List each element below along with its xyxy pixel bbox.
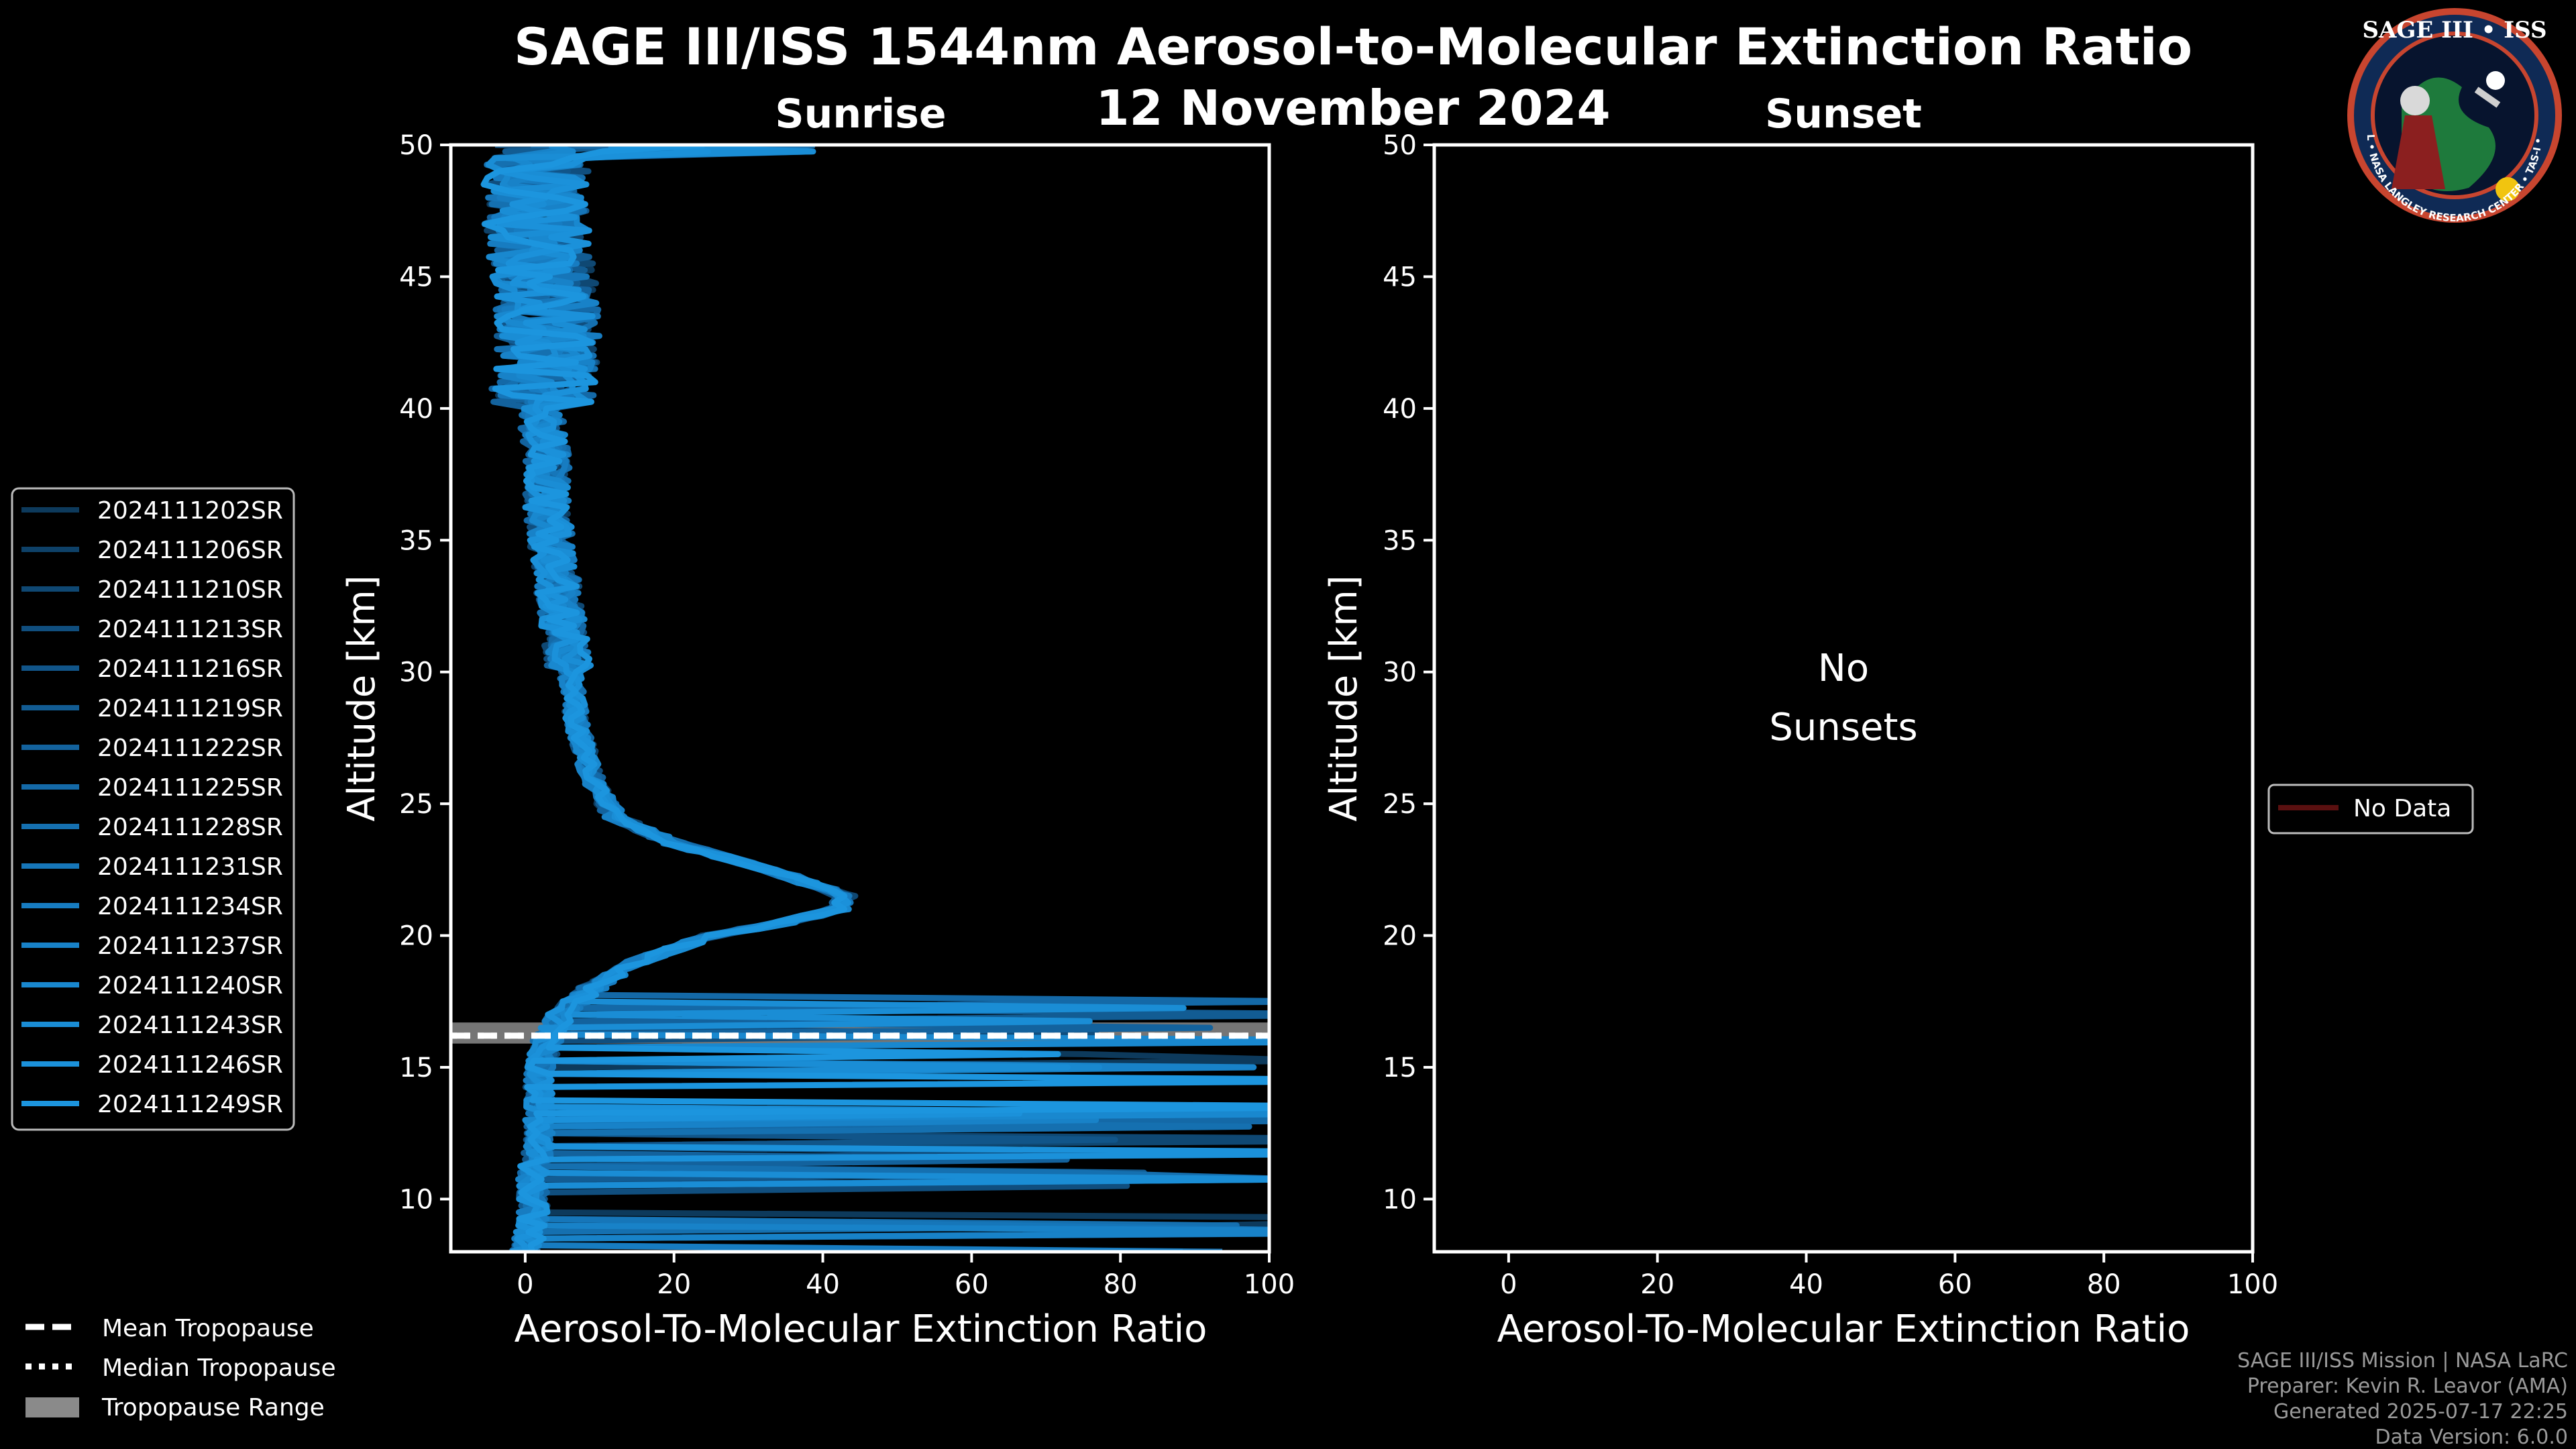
sunset-y-tick-label: 45 xyxy=(1383,262,1417,292)
legend-label-2024111213SR: 2024111213SR xyxy=(97,616,283,643)
legend-label-2024111249SR: 2024111249SR xyxy=(97,1091,283,1118)
median-tropopause-label: Median Tropopause xyxy=(102,1354,336,1382)
profile-line-2024111249SR xyxy=(480,145,1269,1252)
figure-date: 12 November 2024 xyxy=(1095,80,1610,136)
sunrise-y-tick-label: 15 xyxy=(399,1053,433,1083)
legend-label-2024111234SR: 2024111234SR xyxy=(97,893,283,920)
sunrise-legend-box xyxy=(11,487,295,1131)
sunrise-y-axis-label: Altitude [km] xyxy=(340,575,384,821)
sunset-y-axis-label: Altitude [km] xyxy=(1322,575,1366,821)
legend-label-2024111240SR: 2024111240SR xyxy=(97,972,283,1000)
sunset-y-tick-label: 15 xyxy=(1383,1053,1417,1083)
sunset-plot-area xyxy=(1434,145,2253,1252)
sunrise-y-tick-label: 45 xyxy=(399,262,433,292)
sunset-x-tick-label: 100 xyxy=(2227,1269,2278,1300)
sunrise-y-tick-label: 35 xyxy=(399,525,433,556)
footer-mission: SAGE III/ISS Mission | NASA LaRC xyxy=(2237,1349,2568,1373)
sunrise-panel-title: Sunrise xyxy=(775,91,946,138)
sunset-legend: No Data xyxy=(2267,784,2474,835)
sunrise-y-tick-label: 10 xyxy=(399,1184,433,1215)
sunrise-x-tick-label: 100 xyxy=(1244,1269,1295,1300)
no-sunsets-annotation: No Sunsets xyxy=(1769,647,1917,749)
figure-title: SAGE III/ISS 1544nm Aerosol-to-Molecular… xyxy=(514,17,2192,76)
sunrise-plot: 0 20 40 60 80 100 10 15 20 25 30 35 40 45 50 Aerosol-T… xyxy=(340,130,1295,1351)
logo-space-station xyxy=(2474,87,2501,108)
legend-label-2024111202SR: 2024111202SR xyxy=(97,497,283,525)
tropopause-legend: Mean Tropopause Median Tropopause Tropop… xyxy=(25,1315,336,1421)
sunset-x-tick-label: 80 xyxy=(2087,1269,2121,1300)
sunset-y-tick-label: 30 xyxy=(1383,657,1417,688)
sunset-y-tick-label: 10 xyxy=(1383,1184,1417,1215)
sunset-ticks: 0 20 40 60 80 100 10 15 20 25 30 35 40 45 50 xyxy=(1383,130,2278,1300)
sunrise-x-tick-label: 60 xyxy=(955,1269,989,1300)
sunrise-x-tick-label: 40 xyxy=(806,1269,840,1300)
sunrise-ticks: 0 20 40 60 80 100 10 15 20 25 30 35 40 45 50 xyxy=(399,130,1295,1300)
sunset-plot-frame xyxy=(1432,143,2255,1254)
sunrise-plot-frame xyxy=(449,143,1271,1254)
legend-label-2024111237SR: 2024111237SR xyxy=(97,932,283,960)
sunrise-y-tick-label: 25 xyxy=(399,789,433,820)
tropopause-range-label: Tropopause Range xyxy=(101,1394,325,1421)
sunset-x-tick-label: 0 xyxy=(1500,1269,1517,1300)
sunrise-x-axis-label: Aerosol-To-Molecular Extinction Ratio xyxy=(515,1307,1208,1351)
legend-label-2024111216SR: 2024111216SR xyxy=(97,655,283,683)
sunset-x-tick-label: 40 xyxy=(1789,1269,1823,1300)
sunrise-x-tick-label: 20 xyxy=(657,1269,691,1300)
logo-sun xyxy=(2486,71,2505,90)
sunset-x-tick-label: 20 xyxy=(1640,1269,1674,1300)
sunset-panel-title: Sunset xyxy=(1765,91,1922,138)
sunrise-x-tick-label: 0 xyxy=(517,1269,533,1300)
footer: SAGE III/ISS Mission | NASA LaRC Prepare… xyxy=(2237,1349,2568,1449)
sunset-y-tick-label: 50 xyxy=(1383,130,1417,161)
sunrise-y-tick-label: 40 xyxy=(399,394,433,425)
legend-label-2024111210SR: 2024111210SR xyxy=(97,576,283,604)
sunset-plot: 0 20 40 60 80 100 10 15 20 25 30 35 40 45 50 Aerosol-T… xyxy=(1322,130,2278,1351)
sunset-legend-box xyxy=(2267,784,2474,835)
sunset-y-tick-label: 35 xyxy=(1383,525,1417,556)
sunrise-y-tick-label: 20 xyxy=(399,921,433,952)
sunrise-y-tick-label: 50 xyxy=(399,130,433,161)
sunrise-series-legend: 2024111202SR 2024111206SR 2024111210SR 2024… xyxy=(11,487,295,1131)
footer-preparer: Preparer: Kevin R. Leavor (AMA) xyxy=(2247,1375,2568,1398)
sunrise-x-tick-label: 80 xyxy=(1104,1269,1138,1300)
legend-label-2024111228SR: 2024111228SR xyxy=(97,814,283,841)
legend-label-2024111231SR: 2024111231SR xyxy=(97,853,283,881)
no-data-legend-label: No Data xyxy=(2353,795,2451,822)
profile-line-2024111243SR xyxy=(485,145,1269,1252)
logo-figure-head xyxy=(2400,86,2430,115)
sunrise-profiles xyxy=(480,145,1269,1252)
sunset-x-tick-label: 60 xyxy=(1938,1269,1972,1300)
sunset-y-tick-label: 40 xyxy=(1383,394,1417,425)
footer-generated: Generated 2025-07-17 22:25 xyxy=(2273,1400,2568,1424)
sunset-y-tick-label: 20 xyxy=(1383,921,1417,952)
logo-figure-robe xyxy=(2392,115,2445,189)
sunset-y-tick-label: 25 xyxy=(1383,789,1417,820)
legend-label-2024111246SR: 2024111246SR xyxy=(97,1051,283,1079)
legend-label-2024111222SR: 2024111222SR xyxy=(97,735,283,762)
logo-title: SAGE III • ISS xyxy=(2362,17,2546,44)
legend-label-2024111243SR: 2024111243SR xyxy=(97,1012,283,1039)
footer-data-version: Data Version: 6.0.0 xyxy=(2375,1426,2568,1449)
tropopause-range-swatch xyxy=(25,1397,79,1417)
sunrise-y-tick-label: 30 xyxy=(399,657,433,688)
mean-tropopause-label: Mean Tropopause xyxy=(102,1315,314,1342)
legend-label-2024111206SR: 2024111206SR xyxy=(97,537,283,564)
legend-label-2024111219SR: 2024111219SR xyxy=(97,695,283,722)
legend-label-2024111225SR: 2024111225SR xyxy=(97,774,283,802)
logo-moon xyxy=(2496,177,2520,201)
sunset-x-axis-label: Aerosol-To-Molecular Extinction Ratio xyxy=(1497,1307,2190,1351)
